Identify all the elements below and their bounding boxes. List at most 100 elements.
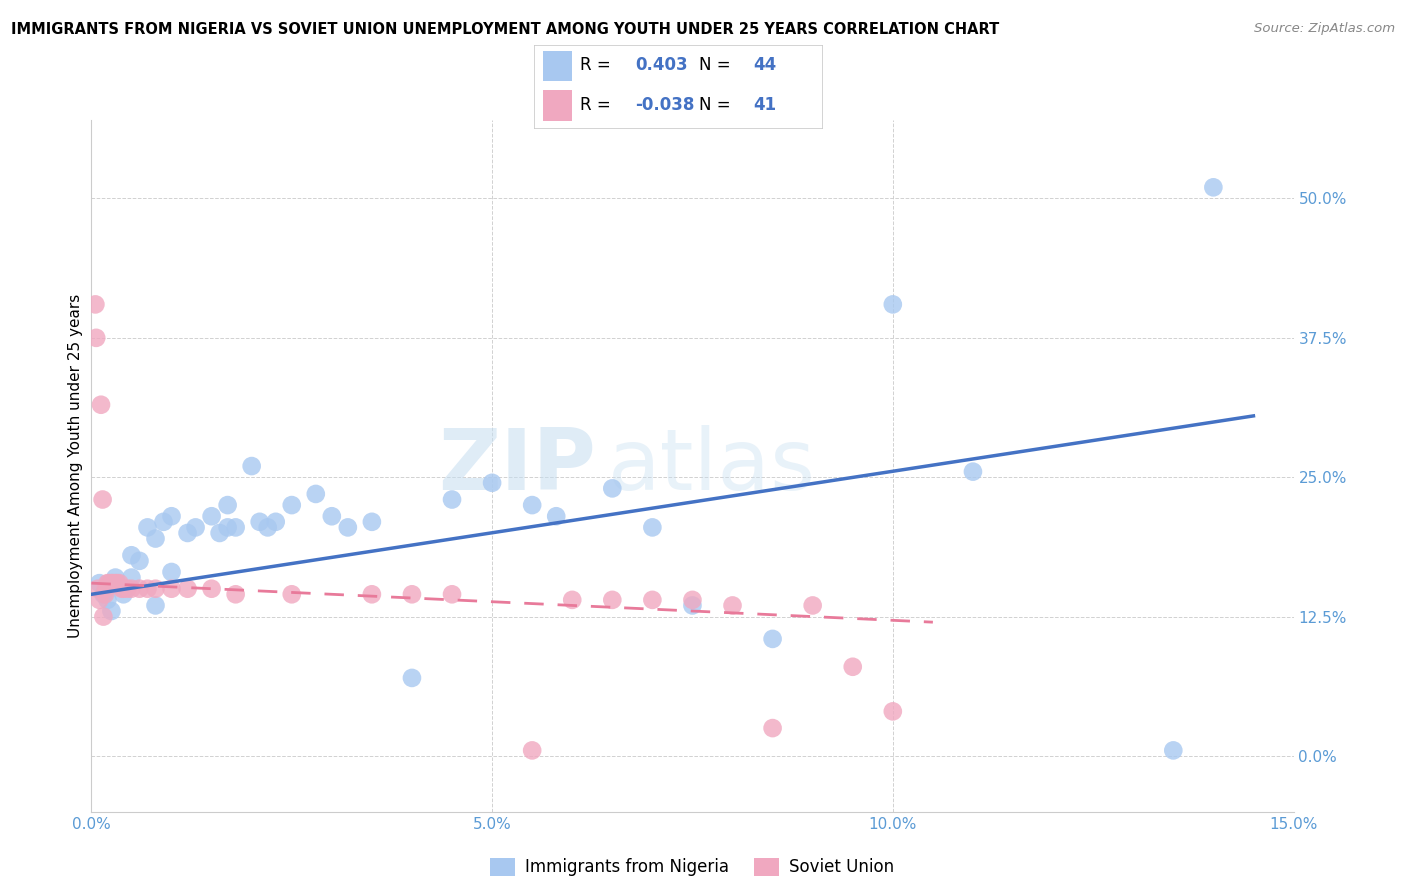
- Text: 44: 44: [754, 56, 776, 74]
- Point: [401, 587, 423, 601]
- Point: [128, 554, 150, 568]
- Point: [201, 582, 224, 596]
- Point: [121, 548, 143, 563]
- Point: [96, 576, 118, 591]
- Point: [602, 592, 624, 607]
- Text: R =: R =: [581, 95, 616, 114]
- Bar: [543, 90, 572, 120]
- Point: [104, 576, 127, 591]
- Point: [90, 398, 112, 412]
- Point: [217, 498, 239, 512]
- Point: [160, 565, 183, 579]
- Point: [176, 582, 198, 596]
- Point: [111, 582, 134, 596]
- Legend: Immigrants from Nigeria, Soviet Union: Immigrants from Nigeria, Soviet Union: [484, 851, 901, 883]
- Point: [681, 599, 703, 613]
- Text: R =: R =: [581, 56, 616, 74]
- Point: [641, 520, 664, 534]
- Point: [87, 582, 110, 596]
- Text: IMMIGRANTS FROM NIGERIA VS SOVIET UNION UNEMPLOYMENT AMONG YOUTH UNDER 25 YEARS : IMMIGRANTS FROM NIGERIA VS SOVIET UNION …: [11, 22, 1000, 37]
- Point: [305, 487, 328, 501]
- Point: [882, 705, 904, 719]
- Text: atlas: atlas: [609, 425, 817, 508]
- Text: 41: 41: [754, 95, 776, 114]
- Point: [208, 526, 231, 541]
- Point: [721, 599, 744, 613]
- Point: [401, 671, 423, 685]
- Point: [112, 582, 135, 596]
- Point: [360, 515, 382, 529]
- Point: [225, 520, 247, 534]
- Point: [240, 458, 263, 473]
- Point: [145, 532, 167, 546]
- Point: [93, 609, 115, 624]
- Point: [152, 515, 174, 529]
- Point: [112, 587, 135, 601]
- Point: [108, 576, 131, 591]
- Point: [681, 592, 703, 607]
- Point: [520, 743, 543, 757]
- Point: [441, 492, 464, 507]
- Point: [101, 576, 124, 591]
- Point: [84, 297, 107, 311]
- Point: [98, 576, 121, 591]
- Point: [136, 520, 159, 534]
- Point: [100, 604, 122, 618]
- Point: [1161, 743, 1184, 757]
- Point: [94, 582, 117, 596]
- Text: -0.038: -0.038: [636, 95, 695, 114]
- Point: [1202, 180, 1225, 194]
- Point: [104, 571, 127, 585]
- Text: N =: N =: [699, 56, 735, 74]
- Point: [145, 599, 167, 613]
- Point: [160, 509, 183, 524]
- Text: N =: N =: [699, 95, 735, 114]
- Point: [91, 492, 114, 507]
- Point: [441, 587, 464, 601]
- Point: [264, 515, 287, 529]
- Point: [176, 526, 198, 541]
- Point: [281, 498, 304, 512]
- Point: [602, 482, 624, 496]
- Bar: [543, 51, 572, 81]
- Point: [762, 721, 785, 735]
- Text: Source: ZipAtlas.com: Source: ZipAtlas.com: [1254, 22, 1395, 36]
- Text: 0.403: 0.403: [636, 56, 688, 74]
- Point: [121, 582, 143, 596]
- Point: [321, 509, 343, 524]
- Point: [145, 582, 167, 596]
- Point: [89, 576, 111, 591]
- Point: [561, 592, 583, 607]
- Point: [160, 582, 183, 596]
- Point: [128, 582, 150, 596]
- Point: [121, 571, 143, 585]
- Point: [801, 599, 824, 613]
- Point: [762, 632, 785, 646]
- Point: [962, 465, 984, 479]
- Point: [100, 576, 122, 591]
- Point: [882, 297, 904, 311]
- Point: [841, 660, 863, 674]
- Point: [336, 520, 359, 534]
- Point: [201, 509, 224, 524]
- Point: [225, 587, 247, 601]
- Point: [136, 582, 159, 596]
- Point: [89, 592, 111, 607]
- Point: [249, 515, 271, 529]
- Point: [105, 576, 128, 591]
- Point: [217, 520, 239, 534]
- Y-axis label: Unemployment Among Youth under 25 years: Unemployment Among Youth under 25 years: [67, 294, 83, 638]
- Point: [641, 592, 664, 607]
- Point: [117, 582, 139, 596]
- Point: [84, 331, 107, 345]
- Point: [94, 587, 117, 601]
- Point: [281, 587, 304, 601]
- Point: [184, 520, 207, 534]
- Point: [546, 509, 568, 524]
- Point: [96, 592, 118, 607]
- Point: [520, 498, 543, 512]
- Point: [93, 587, 115, 601]
- Text: ZIP: ZIP: [439, 425, 596, 508]
- Point: [256, 520, 278, 534]
- Point: [481, 475, 503, 490]
